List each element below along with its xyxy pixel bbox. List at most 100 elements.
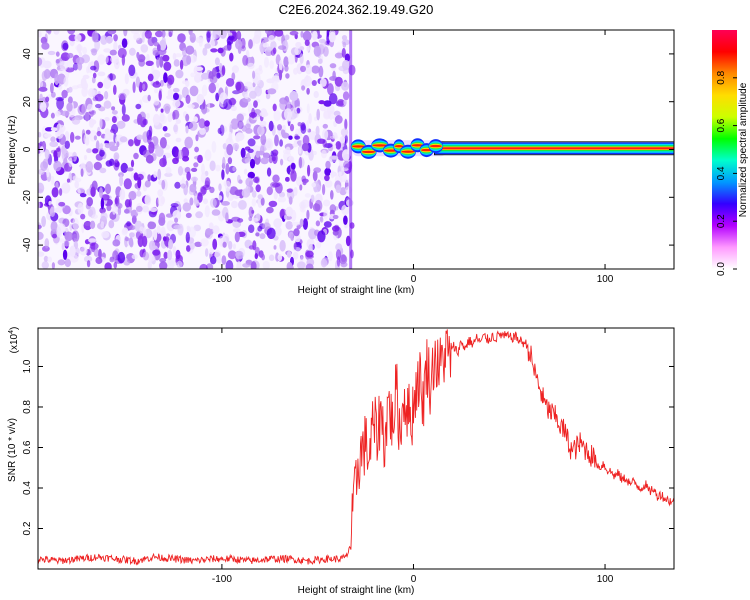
noise-blob bbox=[223, 98, 233, 110]
noise-blob bbox=[204, 149, 212, 161]
noise-blob bbox=[75, 57, 85, 65]
noise-blob bbox=[228, 131, 233, 142]
noise-blob bbox=[306, 103, 310, 114]
noise-blob bbox=[266, 186, 273, 196]
noise-blob bbox=[253, 34, 261, 45]
noise-blob bbox=[306, 120, 309, 133]
noise-blob bbox=[104, 133, 112, 141]
noise-blob bbox=[173, 124, 178, 133]
noise-blob bbox=[147, 174, 152, 182]
noise-blob bbox=[274, 226, 282, 237]
noise-blob bbox=[129, 232, 135, 238]
noise-blob bbox=[169, 261, 177, 267]
noise-blob bbox=[118, 172, 124, 178]
noise-blob bbox=[337, 99, 345, 106]
noise-blob bbox=[45, 96, 50, 103]
noise-blob bbox=[91, 48, 97, 56]
noise-blob bbox=[284, 34, 290, 41]
noise-blob bbox=[285, 176, 290, 182]
noise-blob bbox=[341, 47, 346, 58]
noise-blob bbox=[209, 186, 215, 194]
noise-blob bbox=[115, 206, 119, 213]
spectrogram-x-tick-label: 100 bbox=[597, 274, 614, 285]
noise-blob bbox=[217, 195, 223, 201]
noise-blob bbox=[288, 231, 294, 239]
snr-y-tick-label: 0.6 bbox=[22, 440, 33, 454]
noise-blob bbox=[298, 146, 302, 155]
noise-blob bbox=[135, 203, 143, 215]
noise-blob bbox=[85, 161, 94, 173]
noise-blob bbox=[153, 99, 159, 106]
noise-blob bbox=[196, 93, 205, 105]
noise-blob bbox=[219, 124, 225, 136]
noise-blob bbox=[319, 78, 327, 87]
noise-blob bbox=[77, 43, 82, 54]
noise-blob bbox=[299, 184, 303, 191]
snr-plot-area bbox=[38, 328, 674, 569]
noise-blob bbox=[236, 113, 244, 123]
noise-blob bbox=[152, 50, 160, 56]
noise-blob bbox=[189, 241, 195, 250]
noise-blob bbox=[122, 227, 129, 234]
noise-blob bbox=[304, 39, 310, 46]
noise-blob bbox=[58, 83, 63, 90]
noise-blob bbox=[243, 168, 248, 175]
noise-blob bbox=[163, 251, 168, 259]
noise-blob bbox=[51, 262, 55, 269]
noise-blob bbox=[244, 81, 253, 90]
noise-blob bbox=[71, 85, 79, 90]
noise-blob bbox=[117, 251, 126, 264]
noise-blob bbox=[175, 69, 184, 79]
noise-blob bbox=[185, 231, 190, 244]
noise-blob bbox=[288, 135, 293, 140]
noise-blob bbox=[100, 197, 105, 210]
noise-blob bbox=[206, 31, 211, 43]
noise-blob bbox=[39, 101, 47, 113]
noise-blob bbox=[40, 36, 48, 45]
noise-blob bbox=[130, 159, 135, 168]
noise-blob bbox=[59, 60, 69, 71]
noise-blob bbox=[236, 261, 242, 269]
noise-blob bbox=[71, 117, 81, 125]
noise-blob bbox=[198, 37, 203, 47]
noise-blob bbox=[254, 68, 263, 75]
noise-blob bbox=[285, 73, 290, 79]
noise-blob bbox=[247, 62, 255, 70]
colorbar-gradient bbox=[712, 30, 737, 269]
noise-blob bbox=[280, 129, 286, 136]
noise-blob bbox=[123, 30, 128, 37]
noise-blob bbox=[341, 254, 347, 263]
noise-blob bbox=[251, 198, 257, 207]
noise-blob bbox=[131, 254, 138, 260]
noise-blob bbox=[300, 199, 310, 208]
noise-blob bbox=[72, 233, 78, 241]
spectrogram-y-axis-label: Frequency (Hz) bbox=[7, 116, 18, 185]
spectrogram-y-tick-label: -20 bbox=[22, 190, 33, 205]
noise-blob bbox=[268, 200, 278, 208]
noise-blob bbox=[167, 249, 173, 261]
noise-blob bbox=[202, 184, 211, 191]
noise-blob bbox=[283, 56, 289, 68]
snr-x-tick-label: 100 bbox=[597, 574, 614, 585]
noise-blob bbox=[343, 160, 350, 169]
noise-blob bbox=[100, 35, 108, 45]
noise-blob bbox=[162, 236, 167, 242]
noise-blob bbox=[164, 172, 173, 177]
noise-blob bbox=[61, 89, 68, 99]
noise-blob bbox=[113, 34, 118, 42]
noise-blob bbox=[91, 30, 99, 43]
noise-blob bbox=[38, 224, 42, 229]
noise-blob bbox=[67, 96, 73, 104]
noise-blob bbox=[110, 128, 116, 133]
noise-blob bbox=[161, 179, 166, 190]
noise-blob bbox=[87, 209, 94, 217]
noise-blob bbox=[283, 215, 287, 220]
noise-blob bbox=[274, 134, 279, 147]
noise-blob bbox=[225, 212, 229, 222]
noise-blob bbox=[172, 210, 182, 221]
noise-blob bbox=[63, 76, 69, 87]
noise-blob bbox=[161, 36, 166, 46]
noise-blob bbox=[273, 191, 278, 200]
noise-blob bbox=[344, 134, 348, 144]
noise-blob bbox=[225, 163, 230, 175]
